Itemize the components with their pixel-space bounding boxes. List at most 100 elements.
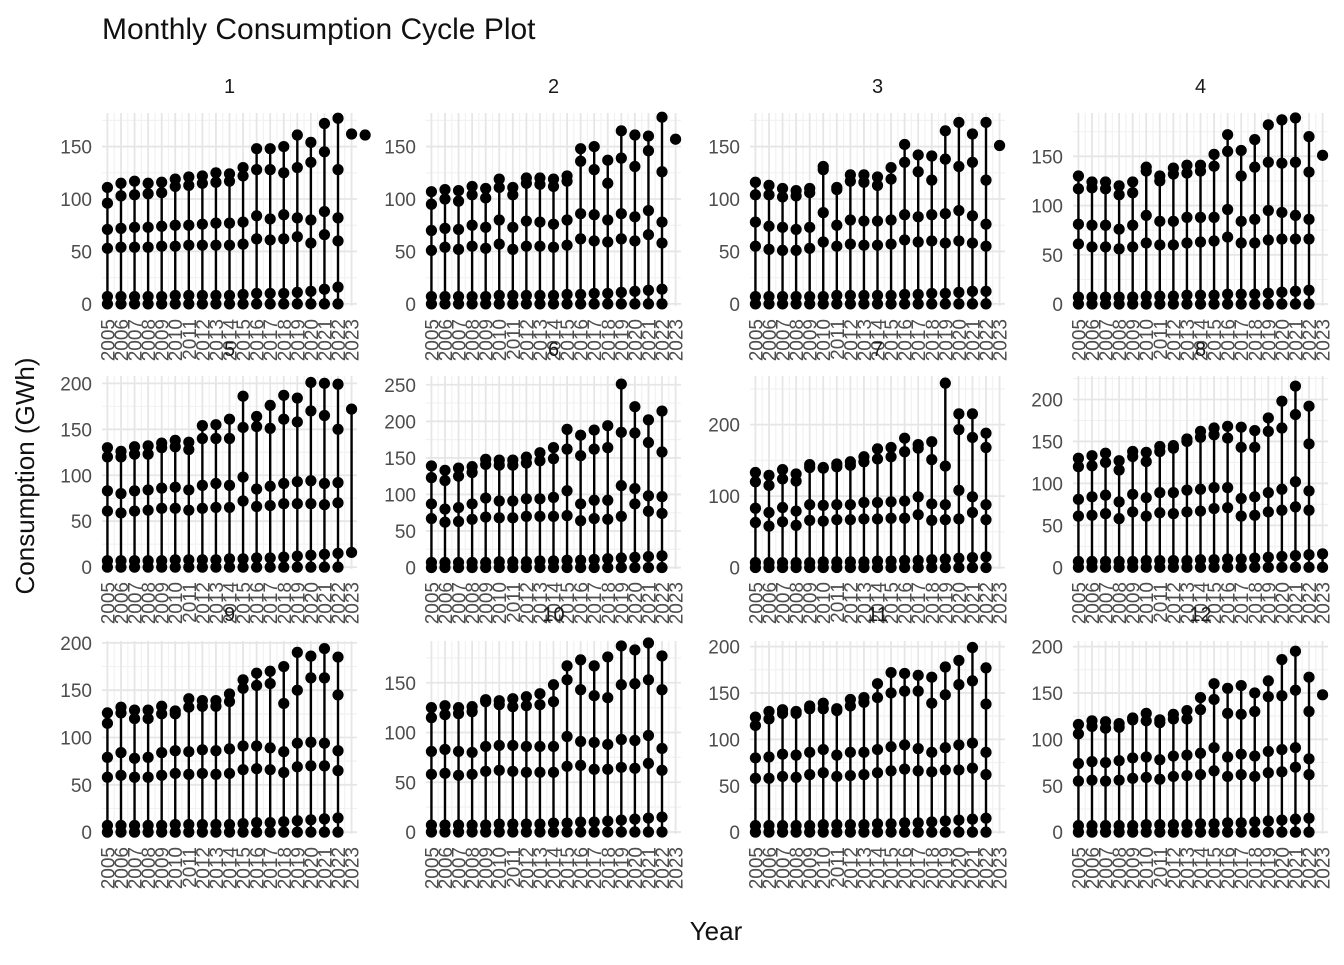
data-point: [534, 740, 546, 753]
data-point: [439, 193, 451, 205]
data-point: [1262, 287, 1274, 299]
data-point: [1072, 461, 1085, 473]
data-point: [291, 684, 303, 696]
data-point: [588, 298, 600, 310]
data-point: [1113, 513, 1125, 525]
x-tick-label: 2022: [653, 582, 674, 624]
data-point: [1194, 692, 1207, 704]
data-point: [466, 219, 478, 231]
data-point: [345, 403, 358, 415]
x-tick-label: 2012: [517, 582, 538, 624]
panel-label: 5: [224, 339, 235, 361]
x-tick-label: 2013: [207, 319, 228, 361]
data-point: [966, 285, 979, 297]
data-point: [1289, 826, 1302, 838]
data-point: [776, 556, 789, 569]
y-tick-label: 0: [81, 558, 92, 579]
data-point: [561, 554, 573, 566]
y-tick-label: 150: [60, 420, 92, 441]
data-point: [1276, 743, 1288, 756]
panel-label: 7: [872, 339, 883, 361]
data-point: [1276, 653, 1288, 666]
data-point: [237, 682, 249, 694]
data-point: [466, 701, 478, 713]
x-tick-label: 2016: [248, 582, 269, 624]
data-point: [790, 820, 802, 832]
y-tick-label: 50: [1042, 777, 1063, 798]
data-point: [480, 453, 492, 465]
x-tick-label: 2005: [746, 582, 767, 624]
data-point: [831, 289, 843, 302]
data-point: [101, 717, 114, 729]
data-point: [561, 674, 573, 686]
y-tick-label: 100: [1031, 474, 1063, 495]
data-point: [1140, 446, 1152, 458]
data-point: [1222, 561, 1234, 573]
data-point: [776, 464, 789, 476]
data-point: [142, 440, 154, 452]
data-point: [1289, 285, 1302, 297]
panel-6: 6 0 50 100 150 200 250 200520062007200820092010…: [384, 339, 687, 624]
data-point: [1154, 819, 1166, 831]
y-tick-label: 150: [384, 138, 416, 159]
y-tick-label: 100: [60, 466, 92, 487]
data-point: [656, 826, 668, 838]
data-point: [561, 660, 573, 672]
data-point: [332, 547, 344, 559]
data-point: [588, 512, 600, 525]
x-tick-label: 2018: [923, 319, 944, 361]
x-tick-label: 2009: [1124, 847, 1145, 889]
data-point: [1303, 438, 1315, 450]
x-tick-label: 2012: [1164, 582, 1185, 624]
data-point: [642, 637, 655, 649]
data-point: [520, 691, 532, 703]
x-tick-label: 2007: [1097, 582, 1118, 624]
data-point: [1222, 817, 1234, 829]
data-point: [966, 813, 979, 825]
data-point: [210, 239, 222, 251]
x-tick-label: 2016: [896, 319, 917, 361]
data-point: [142, 712, 154, 725]
x-tick-label: 2018: [275, 847, 296, 889]
x-tick-label: 2006: [112, 847, 133, 889]
data-point: [776, 501, 789, 514]
y-tick-label: 150: [60, 138, 92, 159]
data-point: [912, 669, 924, 681]
data-point: [1099, 241, 1112, 253]
x-tick-label: 2021: [639, 847, 660, 889]
data-point: [425, 819, 438, 831]
x-tick-label: 2005: [422, 847, 443, 889]
data-point: [115, 190, 127, 202]
data-point: [966, 128, 979, 140]
data-point: [871, 289, 884, 302]
x-tick-label: 2008: [787, 582, 808, 624]
data-point: [1194, 211, 1207, 223]
data-point: [939, 298, 951, 310]
x-tick-label: 2014: [869, 847, 890, 890]
data-point: [871, 826, 884, 838]
data-point: [642, 561, 655, 574]
data-point: [1222, 707, 1234, 719]
x-tick-label: 2022: [977, 319, 998, 361]
data-point: [183, 818, 195, 831]
x-tick-label: 2013: [207, 847, 228, 889]
data-point: [912, 826, 924, 838]
data-point: [1235, 748, 1247, 760]
data-point: [507, 739, 519, 752]
x-tick-label: 2015: [1205, 582, 1226, 624]
data-point: [844, 556, 856, 568]
data-point: [1222, 288, 1234, 300]
data-point: [615, 552, 627, 564]
data-point: [899, 209, 911, 221]
x-tick-label: 2012: [841, 319, 862, 361]
data-point: [858, 746, 870, 758]
data-point: [264, 399, 276, 412]
data-point: [642, 490, 655, 502]
data-point: [466, 180, 478, 193]
data-point: [966, 551, 979, 564]
y-tick-label: 0: [729, 295, 740, 316]
data-point: [926, 287, 938, 300]
data-point: [237, 674, 249, 686]
data-point: [115, 701, 127, 713]
data-point: [1086, 241, 1098, 253]
